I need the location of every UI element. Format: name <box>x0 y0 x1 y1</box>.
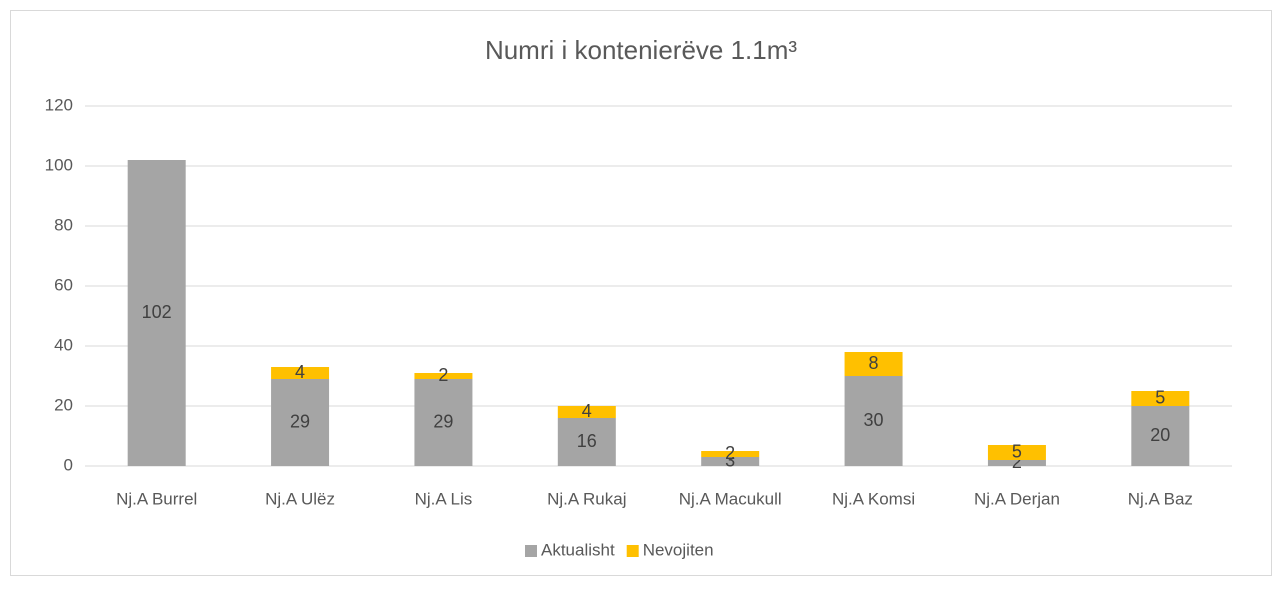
data-label: 3 <box>725 450 735 470</box>
data-label: 102 <box>142 302 172 322</box>
data-label: 5 <box>1012 441 1022 461</box>
bar-segment <box>557 418 616 466</box>
bar-segment <box>844 352 903 376</box>
data-label: 4 <box>295 362 305 382</box>
y-tick-label: 80 <box>54 215 73 234</box>
bar-segment <box>271 367 330 379</box>
bar-segment <box>987 460 1046 466</box>
data-label: 2 <box>725 443 735 463</box>
legend-swatch <box>525 545 537 557</box>
chart-title: Numri i kontenierëve 1.1m³ <box>485 35 797 65</box>
bar-segment <box>844 376 903 466</box>
y-tick-label: 40 <box>54 335 73 354</box>
legend-swatch <box>626 545 639 557</box>
x-tick-label: Nj.A Rukaj <box>547 489 626 508</box>
data-label: 20 <box>1150 425 1170 445</box>
bar-segment <box>414 379 473 466</box>
data-label: 2 <box>1012 452 1022 472</box>
x-tick-label: Nj.A Burrel <box>116 489 197 508</box>
chart-frame <box>10 10 1272 576</box>
y-tick-label: 60 <box>54 275 73 294</box>
bar-segment <box>557 406 616 418</box>
y-tick-label: 120 <box>45 95 73 114</box>
x-tick-label: Nj.A Komsi <box>832 489 915 508</box>
y-tick-label: 0 <box>64 455 73 474</box>
x-tick-label: Nj.A Ulëz <box>265 489 335 508</box>
bar-segment <box>701 451 760 457</box>
x-tick-label: Nj.A Macukull <box>679 489 782 508</box>
x-tick-label: Nj.A Lis <box>415 489 473 508</box>
y-tick-label: 20 <box>54 395 73 414</box>
legend-label: Nevojiten <box>643 540 714 559</box>
bar-segment <box>1131 391 1190 406</box>
data-label: 29 <box>433 411 453 431</box>
bar-segment <box>1131 406 1190 466</box>
data-label: 2 <box>438 365 448 385</box>
bar-segment <box>987 445 1046 460</box>
data-label: 29 <box>290 411 310 431</box>
bar-segment <box>271 379 330 466</box>
y-tick-label: 100 <box>45 155 73 174</box>
data-label: 16 <box>577 431 597 451</box>
bar-segment <box>414 373 473 379</box>
data-label: 5 <box>1155 387 1165 407</box>
x-tick-label: Nj.A Derjan <box>974 489 1060 508</box>
legend-label: Aktualisht <box>541 540 615 559</box>
x-tick-label: Nj.A Baz <box>1128 489 1193 508</box>
data-label: 30 <box>864 410 884 430</box>
data-label: 4 <box>582 401 592 421</box>
bar-segment <box>701 457 760 466</box>
bar-segment <box>127 160 186 466</box>
data-label: 8 <box>869 353 879 373</box>
